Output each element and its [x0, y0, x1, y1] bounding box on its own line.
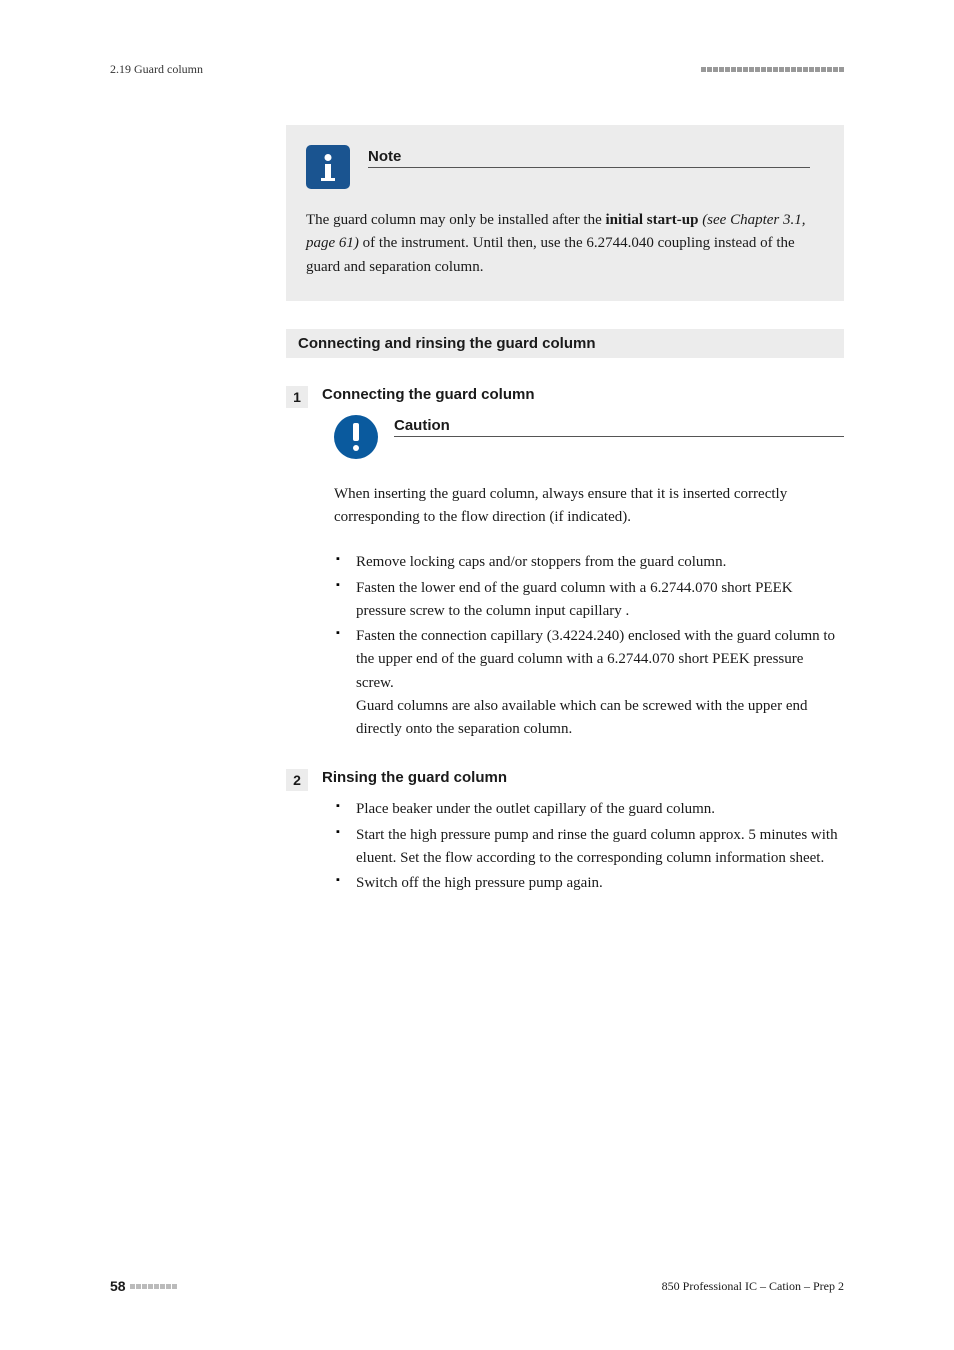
note-body-suffix: of the instrument. Until then, use the 6… [306, 235, 795, 274]
step-number: 1 [286, 386, 308, 408]
footer-doc-title: 850 Professional IC – Cation – Prep 2 [662, 1279, 844, 1294]
note-header: Note [306, 145, 810, 189]
note-label-wrap: Note [368, 148, 810, 168]
step-number: 2 [286, 769, 308, 791]
caution-body: When inserting the guard column, always … [334, 483, 844, 530]
caution-icon [334, 415, 378, 459]
step-body: Connecting the guard column Caution When i… [322, 386, 844, 744]
bullet-item: Remove locking caps and/or stoppers from… [334, 551, 844, 574]
note-label: Note [368, 148, 810, 168]
page-number-value: 58 [110, 1278, 126, 1294]
note-body-prefix: The guard column may only be installed a… [306, 212, 606, 228]
note-body-bold: initial start-up [606, 212, 699, 228]
section-heading: Connecting and rinsing the guard column [286, 329, 844, 358]
bullet-item: Place beaker under the outlet capillary … [334, 798, 844, 821]
bullet-item: Fasten the connection capillary (3.4224.… [334, 625, 844, 741]
page-number: 58 [110, 1278, 177, 1294]
bullet-item: Start the high pressure pump and rinse t… [334, 824, 844, 871]
note-body: The guard column may only be installed a… [306, 209, 810, 279]
caution-label-wrap: Caution [394, 417, 844, 459]
header-ornament [701, 67, 844, 72]
page-footer: 58 850 Professional IC – Cation – Prep 2 [110, 1278, 844, 1294]
bullet-item: Fasten the lower end of the guard column… [334, 577, 844, 624]
note-block: Note The guard column may only be instal… [286, 125, 844, 301]
steps-container: 1 Connecting the guard column Caution When … [110, 386, 844, 898]
bullet-list: Place beaker under the outlet capillary … [334, 798, 844, 895]
step: 2 Rinsing the guard column Place beaker un… [286, 769, 844, 897]
step: 1 Connecting the guard column Caution When … [286, 386, 844, 744]
footer-ornament [130, 1284, 177, 1289]
bullet-item: Switch off the high pressure pump again. [334, 872, 844, 895]
header-section-ref: 2.19 Guard column [110, 62, 203, 77]
caution-label: Caution [394, 417, 844, 437]
step-body: Rinsing the guard column Place beaker und… [322, 769, 844, 897]
caution-block: Caution [334, 415, 844, 459]
step-title: Connecting the guard column [322, 386, 844, 403]
page-header: 2.19 Guard column [110, 62, 844, 77]
info-icon [306, 145, 350, 189]
bullet-list: Remove locking caps and/or stoppers from… [334, 551, 844, 741]
step-title: Rinsing the guard column [322, 769, 844, 786]
